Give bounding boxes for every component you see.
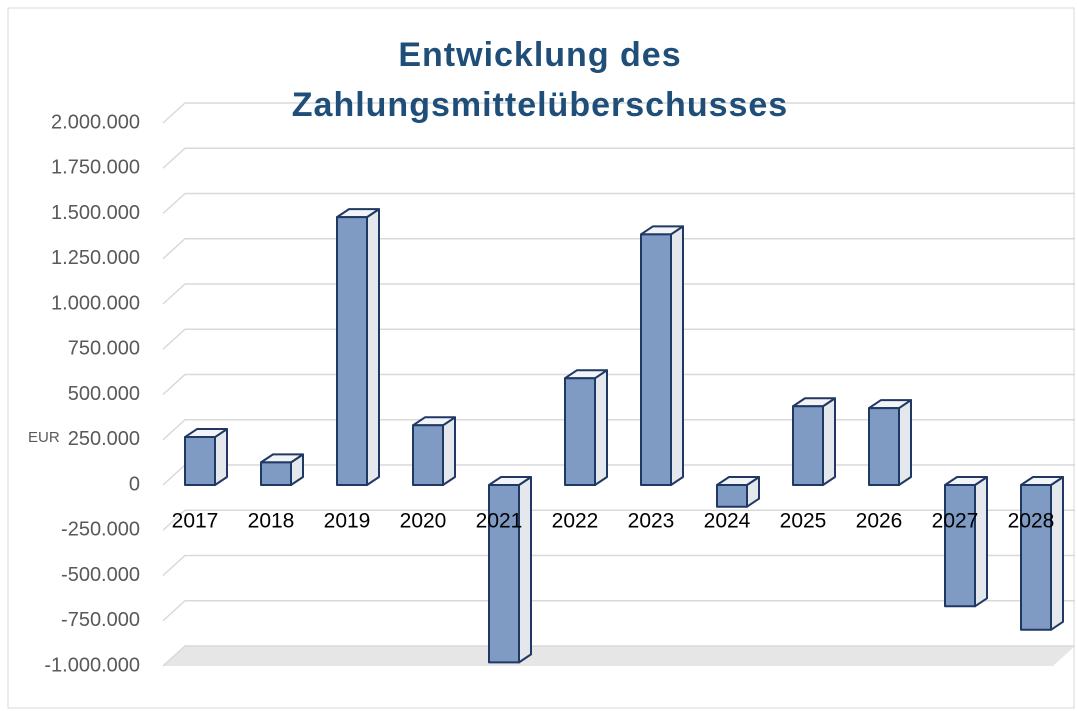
bar-side [822,397,836,486]
y-tick-label: -750.000 [61,609,140,631]
x-tick-label: 2028 [1008,510,1055,533]
grid-line [162,238,1075,260]
bar-side [442,416,456,486]
y-tick-label: -1.000.000 [44,654,140,676]
x-tick-label: 2025 [780,510,827,533]
bar-side [898,399,912,486]
bar [336,216,368,486]
grid-line [162,645,1075,667]
x-tick-label: 2026 [856,510,903,533]
bar-side [594,369,608,486]
floor [163,646,1075,666]
bar [792,405,824,487]
y-tick-label: -250.000 [61,519,140,541]
grid-line [162,283,1075,305]
y-tick-label: 2.000.000 [51,111,140,133]
bar [564,377,596,486]
y-tick-label: 1.000.000 [51,292,140,314]
y-tick-label: 1.750.000 [51,157,140,179]
bar [640,233,672,486]
grid-line [162,373,1075,396]
y-axis-label: EUR [28,429,60,446]
y-tick-label: 0 [129,473,140,495]
x-tick-label: 2020 [400,510,447,533]
y-tick-label: 1.250.000 [51,247,140,269]
bar [1020,484,1052,631]
bar-side [670,225,684,486]
grid-line [162,328,1075,350]
x-tick-label: 2023 [628,510,675,533]
chart-title: Entwicklung des Zahlungsmittelüberschuss… [291,36,789,124]
grid-line [162,419,1075,441]
x-tick-label: 2024 [704,510,751,533]
x-tick-label: 2022 [552,510,599,533]
y-tick-label: -500.000 [61,564,140,586]
y-tick-label: 250.000 [68,428,140,450]
bar-side [366,208,380,486]
x-tick-label: 2027 [932,510,979,533]
y-tick-label: 1.500.000 [51,202,140,224]
bar [488,484,520,664]
bar-side [1050,476,1064,631]
bar [944,484,976,608]
bar-side [518,476,532,664]
y-tick-label: 500.000 [68,383,140,405]
grid-line [162,102,1075,124]
grid-line [162,147,1075,169]
grid-line [162,554,1075,577]
x-tick-label: 2019 [324,510,371,533]
x-tick-label: 2018 [248,510,295,533]
bar-side [214,428,228,486]
y-tick-label: 750.000 [68,338,140,360]
bar [412,424,444,486]
grid-line [162,509,1075,531]
x-tick-label: 2017 [172,510,219,533]
bar [868,407,900,487]
grid-line [162,600,1075,622]
x-tick-label: 2021 [476,510,523,533]
bar [716,484,748,508]
bar [184,436,216,487]
chart-border [7,7,1075,709]
grid-line [162,192,1075,215]
bar-side [974,476,988,608]
bar [260,461,292,486]
